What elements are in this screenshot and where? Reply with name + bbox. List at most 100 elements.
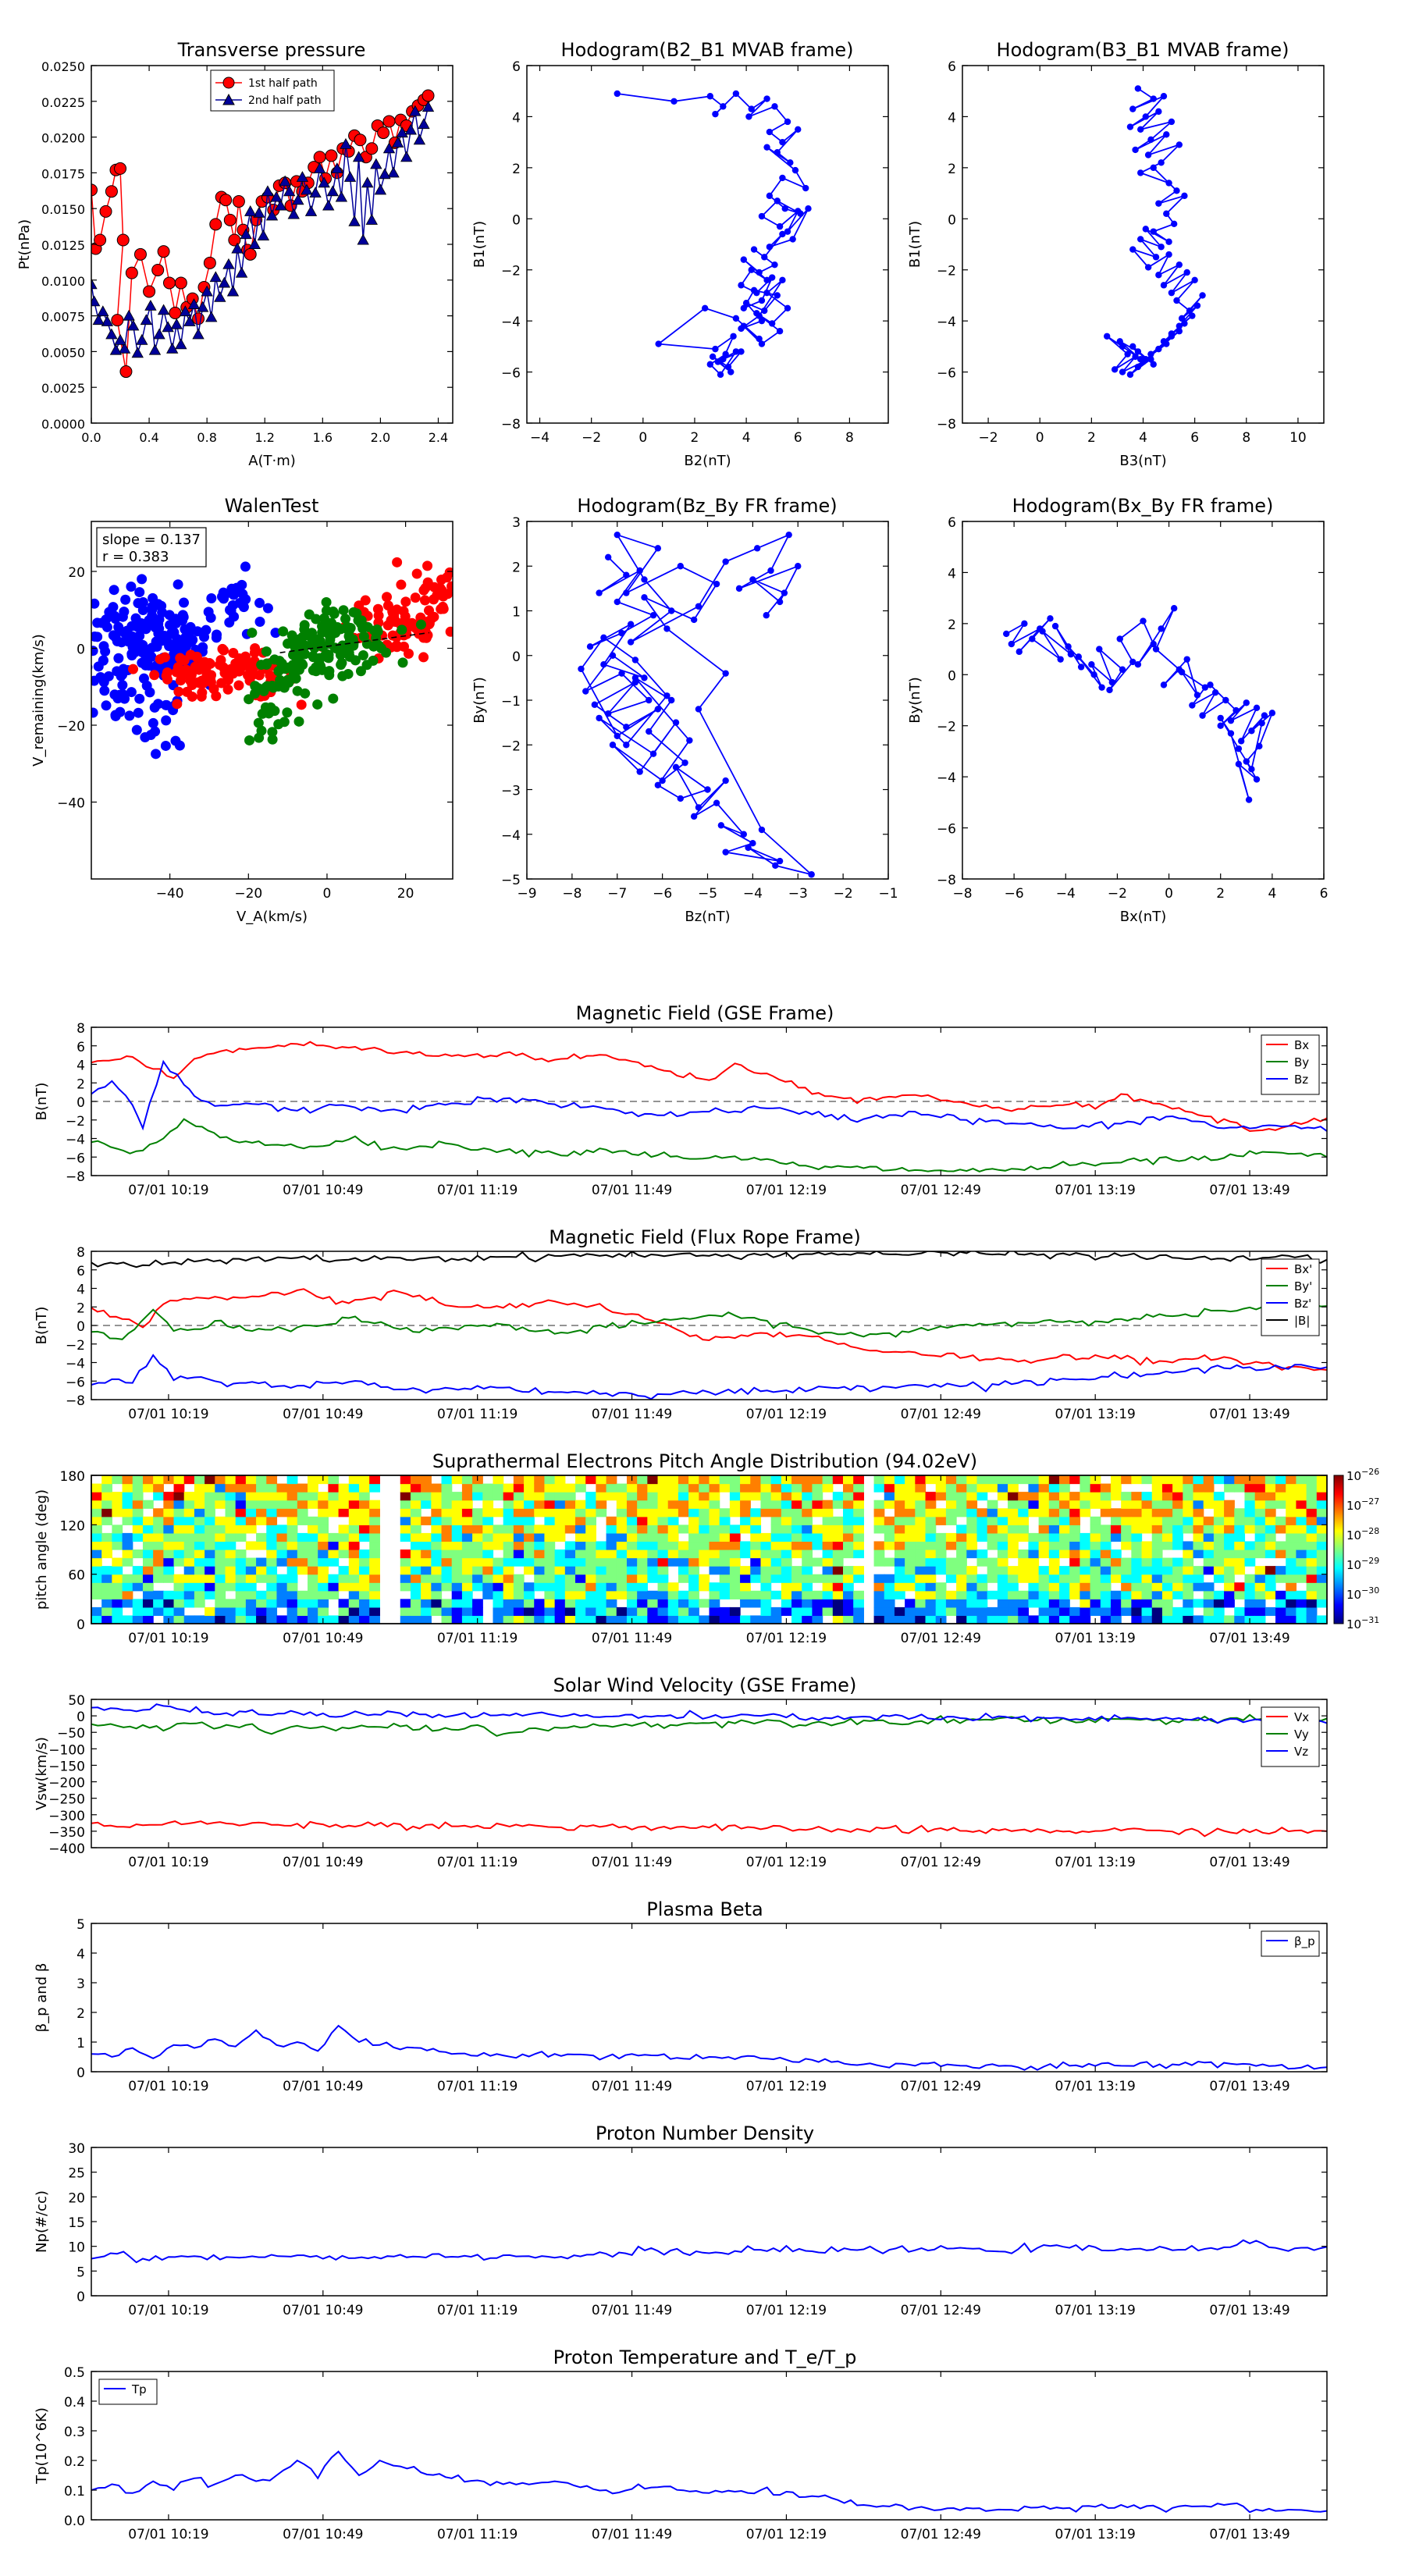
- heatmap-cell: [1254, 1599, 1266, 1608]
- heatmap-cell: [1069, 1557, 1080, 1567]
- heatmap-cell: [235, 1516, 247, 1525]
- heatmap-cell: [348, 1566, 360, 1575]
- heatmap-cell: [183, 1582, 195, 1592]
- data-point: [1253, 776, 1261, 783]
- heatmap-cell: [503, 1590, 514, 1599]
- heatmap-cell: [1183, 1566, 1194, 1575]
- heatmap-cell: [1151, 1615, 1163, 1624]
- heatmap-cell: [1038, 1566, 1050, 1575]
- data-point: [105, 185, 118, 198]
- data-point: [279, 175, 291, 187]
- heatmap-cell: [554, 1508, 566, 1517]
- heatmap-cell: [637, 1525, 648, 1534]
- heatmap-cell: [987, 1508, 998, 1517]
- data-point: [379, 168, 391, 180]
- heatmap-cell: [894, 1500, 905, 1509]
- heatmap-cell: [235, 1557, 247, 1567]
- heatmap-cell: [451, 1541, 463, 1550]
- data-point: [163, 276, 176, 290]
- data-point: [784, 118, 791, 126]
- heatmap-cell: [163, 1532, 175, 1542]
- heatmap-cell: [276, 1500, 288, 1509]
- heatmap-cell: [956, 1582, 967, 1592]
- axes-frame: [91, 1026, 1328, 1176]
- heatmap-cell: [245, 1582, 257, 1592]
- heatmap-cell: [441, 1525, 453, 1534]
- heatmap-cell: [1141, 1508, 1153, 1517]
- heatmap-cell: [245, 1590, 257, 1599]
- heatmap-cell: [1038, 1615, 1050, 1624]
- data-point: [713, 580, 720, 588]
- heatmap-cell: [626, 1525, 638, 1534]
- scatter-point: [147, 610, 158, 621]
- y-tick-label: 6: [76, 1040, 85, 1055]
- heatmap-cell: [1224, 1615, 1235, 1624]
- heatmap-cell: [667, 1615, 679, 1624]
- scatter-point: [444, 567, 453, 578]
- heatmap-cell: [513, 1599, 525, 1608]
- heatmap-cell: [575, 1590, 586, 1599]
- heatmap-cell: [112, 1615, 123, 1624]
- heatmap-cell: [554, 1550, 566, 1559]
- heatmap-cell: [369, 1508, 380, 1517]
- data-point: [1134, 661, 1142, 668]
- heatmap-cell: [1018, 1606, 1030, 1617]
- heatmap-cell: [760, 1615, 772, 1624]
- data-point: [596, 589, 603, 596]
- heatmap-cell: [421, 1557, 432, 1567]
- heatmap-cell: [328, 1615, 340, 1624]
- heatmap-cell: [699, 1574, 710, 1583]
- walen_test-plot-area: [91, 557, 453, 760]
- heatmap-cell: [554, 1557, 566, 1567]
- heatmap-cell: [905, 1606, 916, 1617]
- heatmap-cell: [441, 1532, 453, 1542]
- heatmap-cell: [1234, 1590, 1246, 1599]
- y-axis-label: β_p and β: [34, 1963, 50, 2033]
- data-point: [1144, 151, 1152, 158]
- heatmap-cell: [286, 1557, 298, 1567]
- y-tick-label: −8: [937, 873, 956, 888]
- heatmap-cell: [1203, 1615, 1215, 1624]
- x-tick-label: −5: [698, 886, 717, 902]
- data-point: [287, 208, 300, 219]
- heatmap-cell: [678, 1475, 689, 1485]
- heatmap-cell: [524, 1566, 535, 1575]
- x-tick-label: −2: [979, 430, 998, 446]
- heatmap-cell: [1203, 1590, 1215, 1599]
- heatmap-cell: [1131, 1557, 1143, 1567]
- heatmap-cell: [781, 1582, 792, 1592]
- heatmap-cell: [225, 1566, 237, 1575]
- data-point: [209, 218, 222, 231]
- data-point: [418, 118, 430, 130]
- heatmap-cell: [729, 1525, 741, 1534]
- heatmap-cell: [606, 1574, 617, 1583]
- heatmap-cell: [812, 1541, 823, 1550]
- heatmap-cell: [832, 1582, 844, 1592]
- heatmap-cell: [400, 1525, 411, 1534]
- heatmap-cell: [318, 1566, 329, 1575]
- heatmap-cell: [647, 1483, 659, 1493]
- colorbar-tick-label: 10−27: [1346, 1496, 1379, 1513]
- heatmap-cell: [101, 1475, 112, 1485]
- x-tick-label: 07/01 12:49: [901, 2527, 981, 2542]
- x-tick-label: 6: [1320, 886, 1329, 902]
- heatmap-cell: [987, 1590, 998, 1599]
- data-point: [649, 750, 657, 757]
- data-point: [1126, 123, 1134, 130]
- data-point: [1235, 760, 1243, 767]
- heatmap-cell: [205, 1615, 215, 1624]
- scatter-point: [288, 649, 299, 660]
- data-point: [357, 233, 369, 245]
- data-point: [659, 777, 666, 785]
- heatmap-cell: [1224, 1525, 1235, 1534]
- data-point: [668, 607, 675, 614]
- data-point: [776, 328, 784, 335]
- hodo_b2_b1-plot-area: [614, 90, 812, 379]
- heatmap-cell: [873, 1475, 885, 1485]
- heatmap-cell: [905, 1541, 916, 1550]
- scatter-point: [403, 648, 414, 659]
- data-point: [596, 714, 603, 722]
- legend-box: [98, 2379, 158, 2405]
